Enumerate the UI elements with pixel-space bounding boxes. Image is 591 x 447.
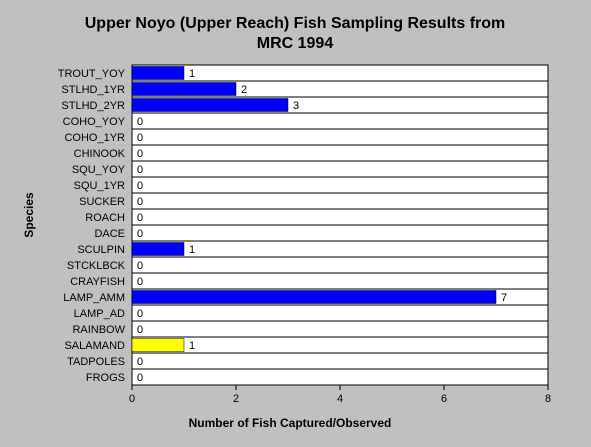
y-tick-label: COHO_1YR bbox=[64, 132, 125, 144]
chart-title: MRC 1994 bbox=[257, 35, 334, 52]
y-tick-label: SQU_YOY bbox=[72, 164, 126, 176]
bar bbox=[131, 82, 237, 96]
value-label: 0 bbox=[137, 276, 143, 288]
y-tick-label: LAMP_AMM bbox=[63, 292, 125, 304]
y-tick-label: COHO_YOY bbox=[63, 116, 126, 128]
bar bbox=[131, 98, 289, 112]
x-tick-label: 8 bbox=[545, 393, 551, 405]
x-tick-label: 2 bbox=[233, 393, 239, 405]
value-label: 1 bbox=[189, 68, 195, 80]
bar bbox=[131, 242, 185, 256]
y-tick-label: TADPOLES bbox=[67, 356, 125, 368]
y-tick-label: SALAMAND bbox=[64, 340, 125, 352]
value-label: 0 bbox=[137, 132, 143, 144]
chart-title: Upper Noyo (Upper Reach) Fish Sampling R… bbox=[85, 15, 506, 32]
bar bbox=[131, 290, 497, 304]
y-tick-label: STCKLBCK bbox=[67, 260, 126, 272]
x-axis-label: Number of Fish Captured/Observed bbox=[189, 416, 392, 430]
value-label: 0 bbox=[137, 180, 143, 192]
value-label: 0 bbox=[137, 212, 143, 224]
y-tick-label: SUCKER bbox=[79, 196, 125, 208]
y-tick-label: TROUT_YOY bbox=[58, 68, 126, 80]
y-tick-label: LAMP_AD bbox=[74, 308, 125, 320]
bar bbox=[131, 66, 185, 80]
y-tick-label: RAINBOW bbox=[72, 324, 125, 336]
x-tick-label: 0 bbox=[129, 393, 135, 405]
y-tick-label: STLHD_2YR bbox=[61, 100, 125, 112]
value-label: 2 bbox=[241, 84, 247, 96]
value-label: 1 bbox=[189, 244, 195, 256]
y-tick-label: FROGS bbox=[86, 372, 125, 384]
y-tick-label: CRAYFISH bbox=[70, 276, 125, 288]
y-tick-label: ROACH bbox=[85, 212, 125, 224]
y-axis-label: Species bbox=[22, 192, 36, 238]
x-tick-label: 6 bbox=[441, 393, 447, 405]
value-label: 7 bbox=[501, 292, 507, 304]
x-tick-label: 4 bbox=[337, 393, 343, 405]
value-label: 0 bbox=[137, 228, 143, 240]
y-tick-label: STLHD_1YR bbox=[61, 84, 125, 96]
value-label: 0 bbox=[137, 372, 143, 384]
value-label: 0 bbox=[137, 356, 143, 368]
value-label: 0 bbox=[137, 196, 143, 208]
y-tick-label: SQU_1YR bbox=[74, 180, 125, 192]
value-label: 0 bbox=[137, 324, 143, 336]
value-label: 0 bbox=[137, 164, 143, 176]
value-label: 0 bbox=[137, 260, 143, 272]
y-tick-label: SCULPIN bbox=[77, 244, 125, 256]
value-label: 0 bbox=[137, 116, 143, 128]
y-tick-label: DACE bbox=[94, 228, 125, 240]
y-tick-label: CHINOOK bbox=[74, 148, 126, 160]
value-label: 0 bbox=[137, 308, 143, 320]
value-label: 1 bbox=[189, 340, 195, 352]
value-label: 0 bbox=[137, 148, 143, 160]
bar bbox=[131, 338, 185, 352]
value-label: 3 bbox=[293, 100, 299, 112]
